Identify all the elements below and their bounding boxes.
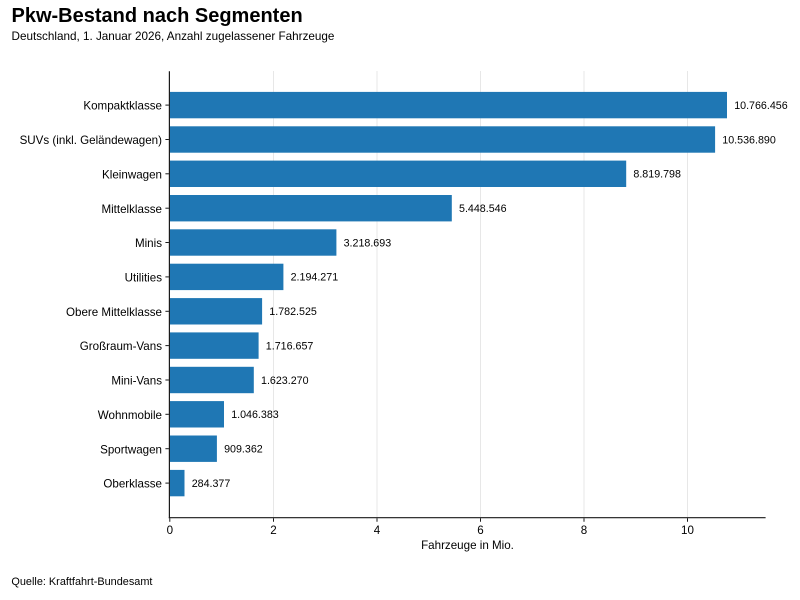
svg-text:0: 0 [167, 524, 173, 537]
svg-text:Kleinwagen: Kleinwagen [102, 168, 162, 181]
svg-text:1.046.383: 1.046.383 [231, 409, 279, 421]
svg-text:SUVs (inkl. Geländewagen): SUVs (inkl. Geländewagen) [20, 134, 163, 147]
svg-text:Deutschland, 1. Januar 2026, A: Deutschland, 1. Januar 2026, Anzahl zuge… [12, 30, 335, 43]
svg-text:Mini-Vans: Mini-Vans [111, 375, 162, 388]
svg-text:Oberklasse: Oberklasse [103, 478, 162, 491]
svg-text:Minis: Minis [135, 237, 162, 250]
svg-text:4: 4 [374, 524, 381, 537]
svg-text:Wohnmobile: Wohnmobile [98, 409, 162, 422]
svg-text:Utilities: Utilities [125, 272, 163, 285]
svg-text:Sportwagen: Sportwagen [100, 443, 162, 456]
svg-text:Quelle: Kraftfahrt-Bundesamt: Quelle: Kraftfahrt-Bundesamt [11, 576, 152, 588]
svg-text:10.766.456: 10.766.456 [734, 100, 788, 112]
svg-text:Mittelklasse: Mittelklasse [101, 203, 162, 216]
svg-text:6: 6 [477, 524, 483, 537]
svg-text:10.536.890: 10.536.890 [722, 134, 776, 146]
svg-text:2: 2 [270, 524, 276, 537]
svg-text:1.623.270: 1.623.270 [261, 375, 309, 387]
svg-text:Kompaktklasse: Kompaktklasse [83, 100, 162, 113]
svg-text:5.448.546: 5.448.546 [459, 203, 507, 215]
svg-text:3.218.693: 3.218.693 [344, 237, 392, 249]
svg-text:8.819.798: 8.819.798 [633, 169, 681, 181]
svg-text:Obere Mittelklasse: Obere Mittelklasse [66, 306, 162, 319]
svg-text:8: 8 [581, 524, 587, 537]
svg-text:1.716.657: 1.716.657 [266, 340, 314, 352]
svg-text:284.377: 284.377 [192, 478, 231, 490]
svg-text:Großraum-Vans: Großraum-Vans [80, 340, 162, 353]
svg-text:Fahrzeuge in Mio.: Fahrzeuge in Mio. [421, 539, 514, 552]
svg-text:1.782.525: 1.782.525 [269, 306, 317, 318]
svg-text:2.194.271: 2.194.271 [291, 272, 339, 284]
svg-text:909.362: 909.362 [224, 444, 263, 456]
svg-text:10: 10 [681, 524, 694, 537]
svg-text:Pkw-Bestand nach Segmenten: Pkw-Bestand nach Segmenten [12, 5, 303, 27]
